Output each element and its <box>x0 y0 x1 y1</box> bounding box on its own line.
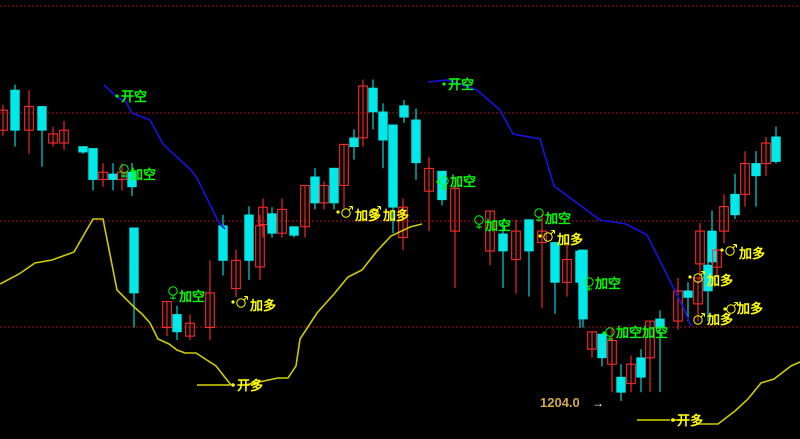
svg-text:加多: 加多 <box>706 273 733 288</box>
svg-text:加空: 加空 <box>544 211 571 226</box>
svg-text:加多: 加多 <box>382 208 409 223</box>
svg-text:开空: 开空 <box>448 77 474 92</box>
svg-text:1204.0: 1204.0 <box>540 395 580 410</box>
svg-text:开多: 开多 <box>237 378 263 393</box>
svg-text:加空: 加空 <box>129 167 156 182</box>
svg-text:开空: 开空 <box>121 89 147 104</box>
svg-text:加空: 加空 <box>594 276 621 291</box>
svg-text:→: → <box>592 396 604 410</box>
svg-text:加空加空: 加空加空 <box>615 325 668 340</box>
svg-text:加多: 加多 <box>736 301 763 316</box>
svg-text:加多: 加多 <box>738 246 765 261</box>
svg-text:加多: 加多 <box>249 298 276 313</box>
svg-text:加空: 加空 <box>178 289 205 304</box>
svg-text:加空: 加空 <box>484 218 511 233</box>
svg-text:加空: 加空 <box>449 174 476 189</box>
svg-text:加多: 加多 <box>556 232 583 247</box>
svg-text:加多: 加多 <box>706 312 733 327</box>
svg-text:开多: 开多 <box>677 413 703 428</box>
